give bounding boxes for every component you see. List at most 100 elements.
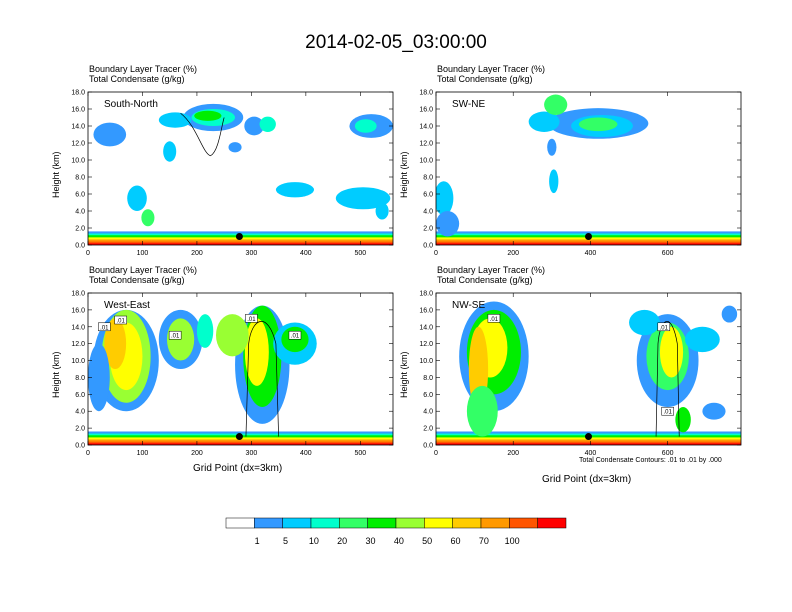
- bl-band: [88, 443, 393, 445]
- colorbar-label: 10: [309, 536, 319, 546]
- xtick-label: 600: [662, 250, 674, 257]
- ytick-label: 0.0: [75, 243, 85, 250]
- colorbar-label: 1: [255, 536, 260, 546]
- ytick-label: 12.0: [419, 141, 433, 148]
- bl-band: [436, 243, 741, 245]
- ytick-label: 6.0: [423, 192, 433, 199]
- ytick-label: 12.0: [71, 141, 85, 148]
- condensate-blob: [685, 326, 720, 353]
- ytick-label: 12.0: [71, 341, 85, 348]
- colorbar-label: 100: [505, 536, 520, 546]
- ytick-label: 14.0: [71, 324, 85, 331]
- ytick-label: 18.0: [419, 90, 433, 97]
- condensate-blob: [466, 385, 498, 437]
- ytick-label: 2.0: [75, 226, 85, 233]
- contour-line: [245, 321, 279, 437]
- panel-3-title-line1: Boundary Layer Tracer (%): [89, 265, 198, 275]
- ytick-label: 8.0: [423, 375, 433, 382]
- colorbar-label: 30: [365, 536, 375, 546]
- colorbar-swatch: [395, 517, 425, 529]
- xtick-label: 300: [246, 450, 258, 457]
- plot-frame: [435, 292, 742, 446]
- contour-line: [180, 112, 225, 157]
- condensate-blob: [702, 402, 726, 420]
- ytick-label: 4.0: [75, 409, 85, 416]
- ytick-label: 2.0: [423, 226, 433, 233]
- ytick-label: 8.0: [75, 175, 85, 182]
- panel-4-ylabel: Height (km): [399, 351, 409, 398]
- xtick-label: 600: [662, 450, 674, 457]
- section-label: South-North: [104, 99, 158, 110]
- figure-title: 2014-02-05_03:00:00: [305, 32, 487, 53]
- contour-label: .01: [247, 317, 256, 323]
- contour-label-box: [245, 314, 258, 323]
- condensate-blob: [127, 185, 147, 211]
- condensate-blob: [528, 111, 560, 132]
- panel-3: .01 .01 .01 .01 .01 0.0 2.0 4.0 6.0 8.0 10.0 12.0 14…: [71, 291, 394, 457]
- contour-label: .01: [100, 325, 109, 331]
- contour-label: .01: [490, 317, 499, 323]
- ytick-label: 18.0: [71, 90, 85, 97]
- panel-4-title-line1: Boundary Layer Tracer (%): [437, 265, 546, 275]
- ytick-label: 2.0: [75, 426, 85, 433]
- condensate-blob: [163, 141, 177, 162]
- panel-1: 0.0 2.0 4.0 6.0 8.0 10.0 12.0 14.0 16.0 18.0 0 100 2…: [71, 90, 394, 257]
- xtick-label: 0: [434, 450, 438, 457]
- colorbar-swatch: [339, 517, 368, 529]
- ytick-label: 14.0: [71, 124, 85, 131]
- contour-line: [655, 321, 680, 437]
- colorbar-swatch: [282, 517, 312, 529]
- xtick-label: 200: [191, 250, 203, 257]
- condensate-blob: [259, 116, 276, 132]
- ytick-label: 0.0: [75, 443, 85, 450]
- ytick-label: 10.0: [419, 358, 433, 365]
- colorbar-label: 50: [422, 536, 432, 546]
- section-label: NW-SE: [452, 300, 485, 311]
- colorbar-label: 70: [479, 536, 489, 546]
- condensate-blob: [228, 142, 242, 153]
- panel-1-title-line1: Boundary Layer Tracer (%): [89, 64, 198, 74]
- panel-4-title-line2: Total Condensate (g/kg): [437, 275, 533, 285]
- panel-3-xlabel: Grid Point (dx=3km): [193, 463, 283, 474]
- panel-2: 0.0 2.0 4.0 6.0 8.0 10.0 12.0 14.0 16.0 18.0 0 200 4…: [419, 90, 742, 257]
- colorbar-label: 60: [450, 536, 460, 546]
- condensate-blob: [88, 343, 110, 412]
- condensate-blob: [436, 211, 460, 237]
- contour-label: .01: [291, 334, 300, 340]
- contour-label-box: [114, 315, 127, 325]
- ytick-label: 6.0: [423, 392, 433, 399]
- plot-frame: [87, 91, 394, 246]
- ytick-label: 6.0: [75, 392, 85, 399]
- condensate-blob: [215, 314, 249, 357]
- condensate-blob: [275, 182, 315, 198]
- location-marker: [235, 233, 243, 240]
- location-marker: [585, 433, 592, 441]
- contour-label-box: [657, 322, 671, 332]
- colorbar-label: 40: [394, 536, 404, 546]
- colorbar-swatch: [480, 517, 510, 529]
- condensate-blob: [544, 94, 568, 115]
- contour-label-box: [487, 314, 501, 323]
- condensate-blob: [675, 407, 691, 433]
- condensate-blob: [335, 187, 391, 210]
- bl-band: [88, 243, 393, 245]
- panel-3-ylabel: Height (km): [51, 351, 61, 398]
- ytick-label: 4.0: [423, 409, 433, 416]
- condensate-blob: [93, 122, 127, 147]
- bl-band: [436, 443, 741, 445]
- ytick-label: 8.0: [75, 375, 85, 382]
- ytick-label: 2.0: [423, 426, 433, 433]
- condensate-blob: [659, 326, 684, 378]
- xtick-label: 0: [86, 450, 90, 457]
- condensate-blob: [196, 314, 214, 348]
- plot-frame: [435, 91, 742, 246]
- ytick-label: 4.0: [75, 209, 85, 216]
- contour-label: .01: [171, 334, 180, 340]
- ytick-label: 16.0: [419, 307, 433, 314]
- contour-label-box: [168, 330, 182, 340]
- contour-label-box: [288, 330, 302, 340]
- colorbar-swatch: [367, 517, 397, 529]
- colorbar-swatch: [225, 517, 255, 529]
- panel-1-title-line2: Total Condensate (g/kg): [89, 74, 185, 84]
